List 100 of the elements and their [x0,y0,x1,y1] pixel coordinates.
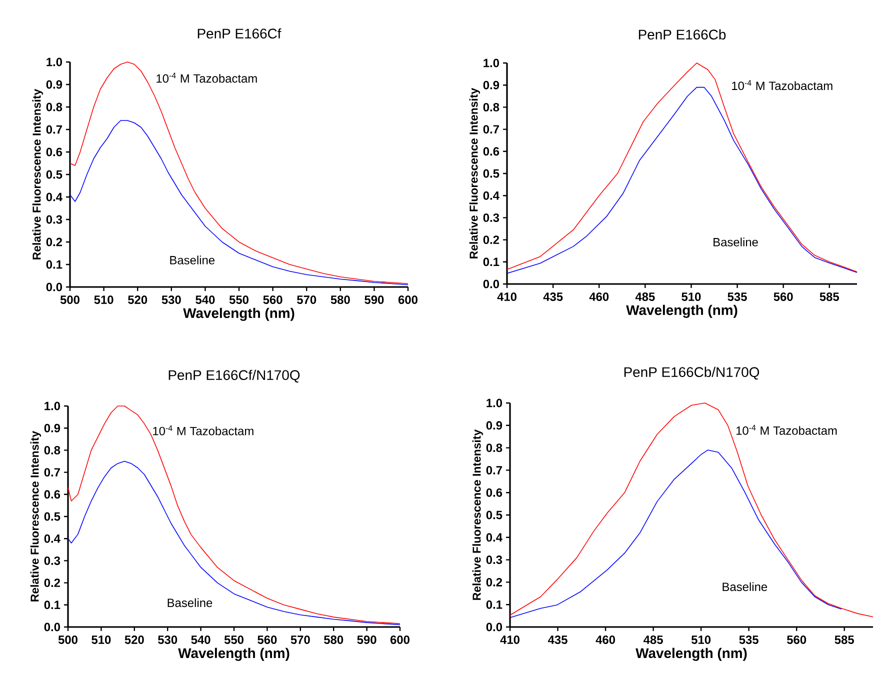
x-tick-label: 530 [158,636,178,644]
y-tick-label: 0.0 [483,280,500,288]
y-tick-label: 0.6 [46,148,62,156]
x-tick-label: 410 [500,636,520,644]
y-tick-label: 0.4 [483,191,500,200]
y-tick-label: 0.1 [44,600,60,610]
x-tick-label: 435 [548,636,568,644]
y-tick-label: 0.5 [46,170,62,179]
x-tick-label: 560 [258,636,277,644]
x-tick-label: 560 [786,636,806,644]
y-tick-label: 0.1 [46,260,62,269]
chart-title: PenP E166Cf [198,28,282,39]
y-tick-label: 0.7 [483,125,499,134]
annotation: Baseline [170,256,215,264]
y-tick-label: 0.3 [483,213,500,222]
x-tick-label: 530 [162,296,181,304]
line-series [70,62,408,284]
y-tick-label: 1.0 [46,58,62,66]
line-series [510,402,874,618]
y-tick-label: 0.4 [44,534,60,543]
x-tick-label: 460 [589,292,609,301]
x-tick-label: 410 [497,292,516,301]
x-axis-title: Wavelength (nm) [178,648,290,661]
y-tick-label: 0.9 [46,80,62,89]
annotation: 10$^{-4}$ M Tazobactam [153,425,254,436]
y-tick-label: 0.7 [486,466,502,474]
y-tick-label: 0.1 [486,600,502,609]
x-tick-label: 435 [543,292,563,301]
annotation: 10$^{-4}$ M Tazobactam [736,424,837,435]
x-axis-title: Wavelength (nm) [183,308,294,321]
x-tick-label: 600 [390,636,410,644]
y-tick-label: 0.6 [44,490,60,499]
x-tick-label: 535 [728,292,747,301]
y-tick-label: 0.6 [486,488,502,497]
y-tick-label: 0.2 [486,578,502,586]
x-tick-label: 485 [644,636,663,644]
x-tick-label: 510 [691,636,711,644]
annotation: Baseline [722,582,768,592]
x-axis-title: Wavelength (nm) [636,648,747,661]
x-tick-label: 510 [682,292,701,301]
x-tick-label: 485 [635,292,655,301]
annotation: Baseline [714,238,758,246]
y-tick-label: 0.5 [44,512,60,521]
y-tick-label: 0.3 [46,215,62,224]
x-tick-label: 570 [297,296,316,304]
y-tick-label: 0.0 [486,622,502,632]
y-tick-label: 0.2 [44,578,60,588]
x-tick-label: 580 [330,296,350,304]
y-axis-title: Relative Fluorescence Intensity [30,430,42,602]
y-tick-label: 0.7 [44,468,60,477]
annotation: 10$^{-4}$ M Tazobactam [156,72,257,83]
x-tick-label: 550 [224,636,244,644]
y-tick-label: 0.8 [483,102,500,112]
x-tick-label: 510 [92,636,111,644]
x-axis-title: Wavelength (nm) [626,304,738,318]
x-tick-label: 520 [128,296,148,304]
y-tick-label: 0.2 [483,236,500,244]
y-tick-label: 0.5 [486,510,502,520]
y-tick-label: 0.9 [44,424,60,432]
y-tick-label: 0.9 [483,80,500,90]
chart-title: PenP E166Cf/N170Q [168,370,300,383]
x-tick-label: 520 [124,636,144,644]
y-tick-label: 0.9 [486,421,502,430]
y-axis-title: Relative Fluorescence Intensity [469,88,480,258]
y-tick-label: 0.1 [483,258,500,266]
line-series [510,450,842,618]
x-tick-label: 540 [196,296,215,304]
y-tick-label: 0.7 [46,125,62,134]
x-tick-label: 500 [58,636,78,644]
x-tick-label: 535 [739,636,758,644]
x-tick-label: 510 [94,296,114,304]
x-tick-label: 585 [820,292,840,301]
y-tick-label: 0.5 [483,169,500,178]
chart-title: PenP E166Cb/N170Q [624,366,760,380]
x-tick-label: 560 [263,296,282,304]
x-tick-label: 500 [60,296,80,304]
y-tick-label: 0.2 [46,238,62,246]
x-tick-label: 590 [364,296,384,304]
y-axis-title: Relative Fluorescence Intensity [32,88,44,260]
x-tick-label: 540 [191,636,210,644]
y-axis-title: Relative Fluorescence Intensity [472,429,484,600]
annotation: 10$^{-4}$ M Tazobactam [732,80,832,90]
x-tick-label: 590 [357,636,376,644]
chart-title: PenP E166Cb [638,29,726,40]
y-tick-label: 0.4 [486,533,502,542]
y-tick-label: 0.3 [44,556,60,565]
x-tick-label: 550 [229,296,248,304]
y-tick-label: 0.0 [46,282,62,292]
x-tick-label: 585 [834,636,854,644]
y-tick-label: 1.0 [44,402,60,410]
x-tick-label: 580 [324,636,344,644]
x-tick-label: 460 [596,636,616,644]
y-tick-label: 1.0 [484,58,500,68]
y-tick-label: 0.6 [483,147,500,156]
x-tick-label: 560 [774,292,793,301]
y-tick-label: 0.0 [44,622,60,632]
y-tick-label: 1.0 [486,398,502,408]
y-tick-label: 0.3 [486,556,502,564]
y-tick-label: 0.8 [44,446,60,454]
annotation: Baseline [168,598,212,608]
